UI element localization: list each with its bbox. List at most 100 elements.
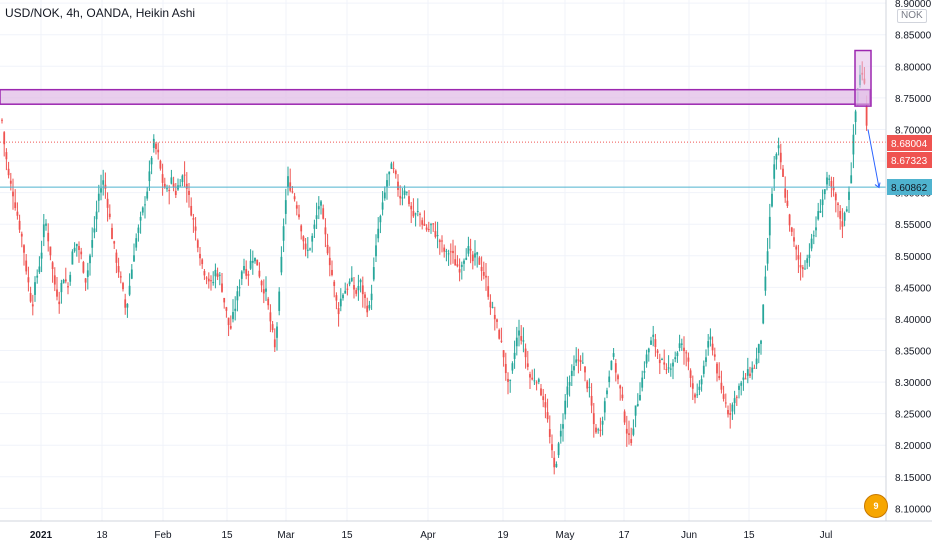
candle-body <box>843 212 846 221</box>
candle-body <box>746 369 749 376</box>
candle-body <box>95 211 98 220</box>
candle-body <box>166 188 168 190</box>
candle-body <box>672 362 674 367</box>
candle-body <box>557 443 560 456</box>
candle-body <box>518 330 520 336</box>
time-axis[interactable]: 2021 18 Feb 15 Mar 15 Apr 19 May 17 Jun 15 Jul <box>0 520 932 541</box>
candle-body <box>135 238 138 248</box>
candle-body <box>139 216 142 221</box>
candle-body <box>801 267 804 270</box>
candle-body <box>342 294 344 299</box>
candle-body <box>324 227 327 235</box>
candle-body <box>555 463 558 468</box>
candle-body <box>36 275 39 278</box>
candle-body <box>273 339 276 348</box>
candle-body <box>161 174 164 183</box>
candle-body <box>456 264 459 267</box>
candle-body <box>575 359 578 363</box>
candle-body <box>764 276 767 291</box>
price-tick-label: 8.35000 <box>895 346 932 357</box>
candle-body <box>685 352 688 354</box>
candle-body <box>397 181 399 190</box>
candle-body <box>581 362 584 364</box>
candle-body <box>841 221 844 227</box>
candle-body <box>762 304 765 324</box>
candle-body <box>603 401 606 413</box>
candle-body <box>38 266 41 273</box>
candle-body <box>271 324 274 331</box>
candle-body <box>122 283 124 290</box>
candle-body <box>192 218 195 220</box>
candle-body <box>370 293 373 301</box>
candle-body <box>511 363 514 371</box>
candle-body <box>108 213 111 218</box>
time-tick-label: Jul <box>820 530 833 541</box>
price-label-badge <box>887 179 932 195</box>
candle-body <box>67 286 69 288</box>
candle-body <box>716 363 718 374</box>
tradingview-logo-icon[interactable]: 9 <box>864 494 888 518</box>
time-tick-label: Mar <box>277 530 295 541</box>
candle-body <box>361 285 364 295</box>
candle-body <box>306 249 309 251</box>
candle-body <box>3 132 6 145</box>
candle-body <box>174 190 177 196</box>
candle-body <box>410 205 413 210</box>
candle-body <box>289 182 292 191</box>
candle-body <box>700 379 703 385</box>
candle-body <box>403 190 406 195</box>
candle-body <box>238 287 241 289</box>
candle-body <box>58 301 61 305</box>
candle-body <box>29 293 32 302</box>
candle-body <box>276 326 278 338</box>
candle-body <box>111 227 113 239</box>
candle-body <box>199 253 201 259</box>
candle-body <box>806 258 809 263</box>
candle-body <box>14 202 17 209</box>
candle-body <box>23 245 25 253</box>
candle-body <box>482 272 485 276</box>
candle-body <box>652 334 655 337</box>
time-tick-label: Feb <box>154 530 172 541</box>
projection-arrow[interactable] <box>867 129 880 188</box>
candle-body <box>696 394 699 396</box>
candle-body <box>656 350 659 353</box>
candle-body <box>291 191 294 193</box>
candle-body <box>372 267 375 280</box>
drawing-annotations[interactable] <box>0 49 886 189</box>
candle-body <box>245 269 248 276</box>
candle-body <box>185 183 188 189</box>
candle-body <box>405 191 408 193</box>
candle-body <box>658 359 661 364</box>
candle-body <box>740 382 743 386</box>
top-highlight-rect[interactable] <box>854 49 872 107</box>
candle-body <box>546 412 549 420</box>
candle-body <box>344 290 347 294</box>
candle-body <box>73 247 76 252</box>
candle-body <box>408 196 410 205</box>
candle-body <box>12 191 14 197</box>
currency-badge[interactable]: NOK <box>897 9 927 23</box>
candle-body <box>524 348 527 358</box>
candle-body <box>839 211 842 219</box>
price-tick-label: 8.15000 <box>895 473 932 484</box>
candle-body <box>810 238 813 249</box>
resistance-zone-rect[interactable] <box>0 88 871 105</box>
time-tick-label: 15 <box>341 530 353 541</box>
candle-body <box>298 214 300 218</box>
candle-body <box>269 312 272 322</box>
candle-body <box>69 274 72 282</box>
candle-body <box>782 168 784 177</box>
candle-body <box>267 298 270 306</box>
candle-body <box>260 281 263 286</box>
candle-body <box>144 204 146 206</box>
candle-body <box>749 373 751 377</box>
candle-body <box>665 369 668 371</box>
price-label-text: 8.68004 <box>891 139 928 150</box>
candle-body <box>564 400 567 415</box>
candle-body <box>60 282 63 293</box>
candle-body <box>346 288 349 290</box>
candle-body <box>218 274 221 276</box>
